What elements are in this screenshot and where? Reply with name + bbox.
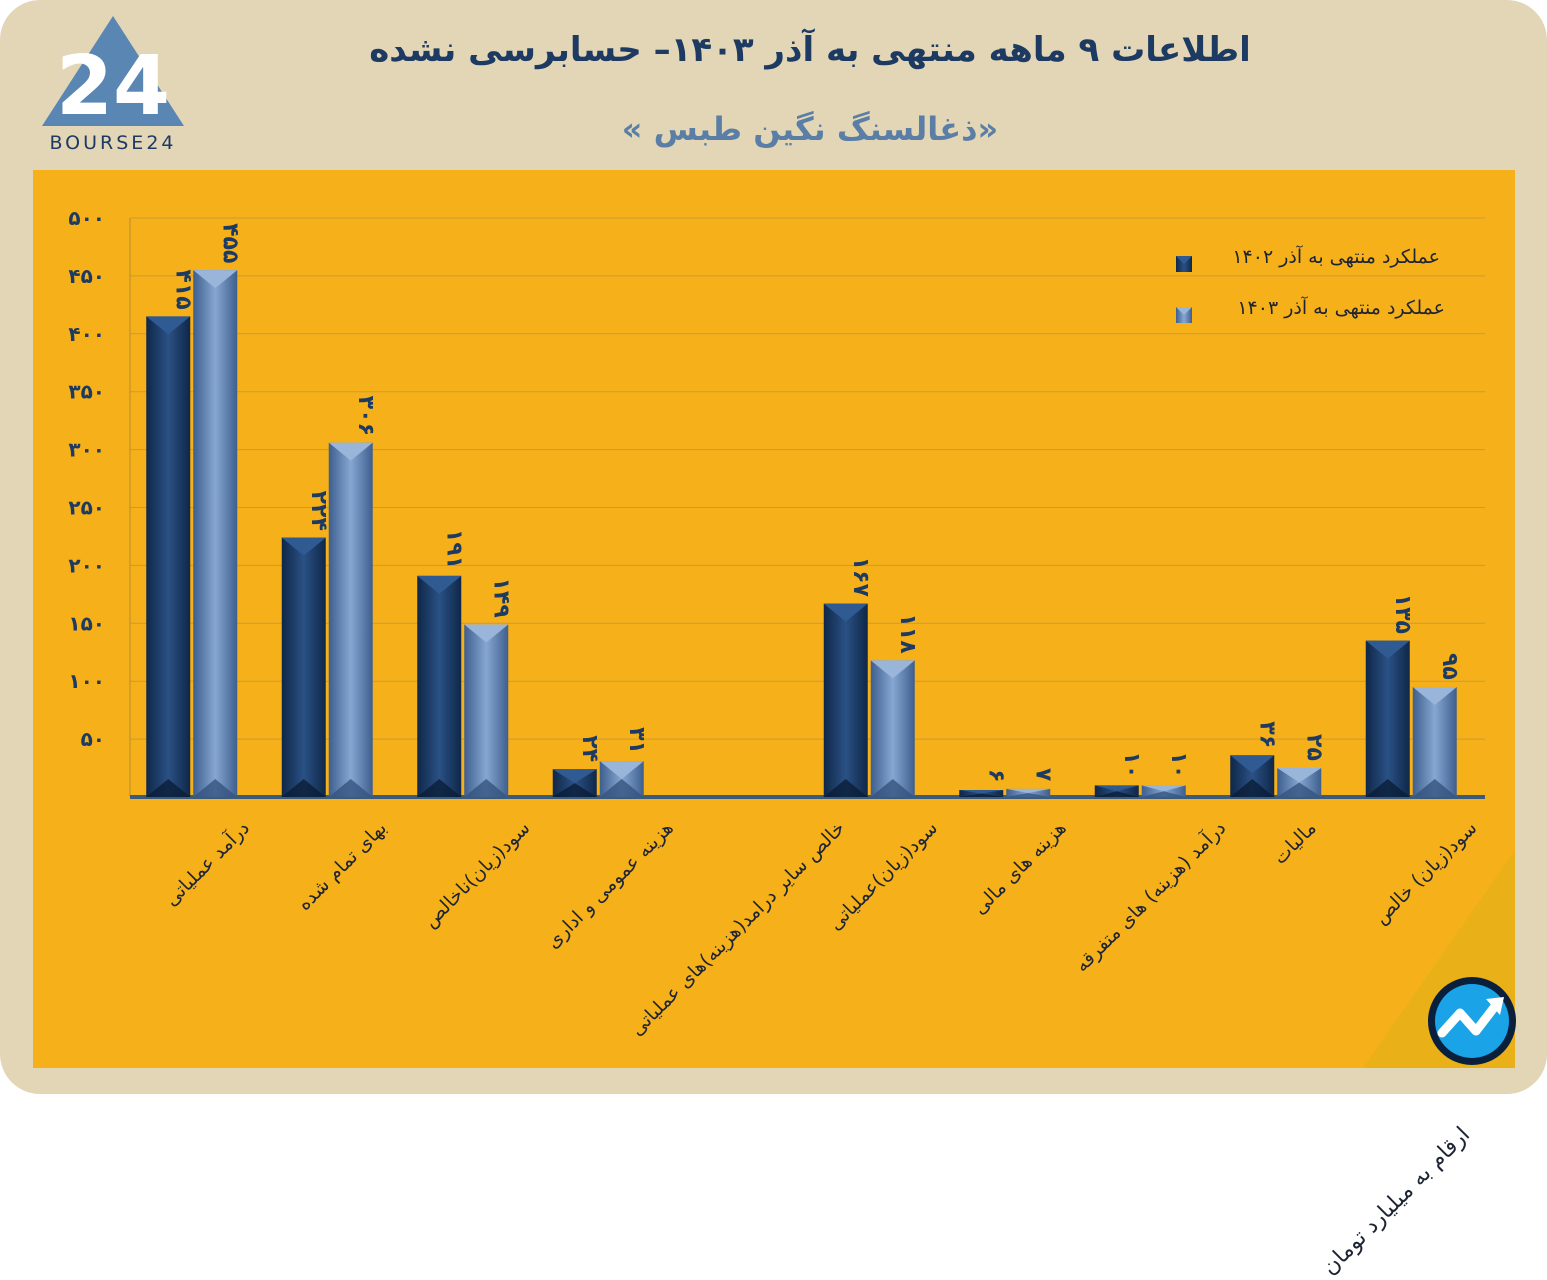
data-label: ۳۱ [624,727,649,754]
bar-1403-foot [1277,782,1322,797]
bar-1402-foot [823,779,868,797]
bar-1403-cap [1412,686,1457,705]
svg-text:24: 24 [56,39,170,134]
bar-1403 [193,270,238,797]
bar-1402-cap [1094,785,1139,792]
page-subtitle: «ذغالسنگ نگین طبس » [621,110,999,148]
data-label: ۱۰ [1166,751,1191,778]
data-label: ۹۵ [1437,653,1462,680]
bar-1402 [281,537,326,797]
bar-1403-cap [464,624,509,643]
bar-1402-foot [417,779,462,797]
data-label: ۱۶۷ [848,557,873,598]
y-tick-label: ۱۵۰ [68,611,105,635]
legend-label-1402: عملکرد منتهی به آذر ۱۴۰۲ [1232,246,1440,268]
bar-1403 [1412,686,1457,797]
y-tick-label: ۱۰۰ [68,669,105,693]
bar-1402-cap [1365,640,1410,659]
bar-1402 [146,316,191,797]
chart-panel: ۵۰ ۱۰۰ ۱۵۰ ۲۰۰ ۲۵۰ ۳۰۰ ۳۵۰ ۴۰۰ ۴۵۰ ۵۰۰ ۴۱۵ ۴۵۵ ۲۲۴ ۳… [33,170,1515,1280]
bar-1403-foot [599,779,644,797]
bar-1402-foot [552,783,597,797]
bar-1402-cap [146,316,191,335]
data-label: ۲۴ [577,735,602,762]
data-label: ۴۵۵ [217,223,242,263]
data-label: ۲۵ [1301,734,1326,761]
data-label: ۱۹۱ [441,529,466,569]
data-label: ۱۳۵ [1390,594,1415,634]
data-label: ۶ [983,769,1008,782]
y-tick-label: ۵۰۰ [68,206,105,230]
bar-1402-foot [1365,779,1410,797]
bar-1402-foot [1230,779,1275,797]
bar-1403-foot [464,779,509,797]
bar-1403-foot [328,779,373,797]
bar-chart: ۵۰ ۱۰۰ ۱۵۰ ۲۰۰ ۲۵۰ ۳۰۰ ۳۵۰ ۴۰۰ ۴۵۰ ۵۰۰ ۴۱۵ ۴۵۵ ۲۲۴ ۳… [68,206,1515,1068]
bars-layer: ۴۱۵ ۴۵۵ ۲۲۴ ۳۰۶ ۱۹۱ ۱۴۹ ۲۴ ۳۱ ۱۶۷ ۱۱۸ ۶ ۷ ۱۰ ۱۰ ۳۶ ۲۵ ۱۳… [146,223,1462,797]
bar-1403 [464,624,509,797]
bar-1403-foot [870,779,915,797]
bar-1402 [1365,640,1410,797]
bar-1402-cap [417,575,462,594]
bar-1403-cap [1006,788,1051,793]
grid-layer: ۵۰ ۱۰۰ ۱۵۰ ۲۰۰ ۲۵۰ ۳۰۰ ۳۵۰ ۴۰۰ ۴۵۰ ۵۰۰ [68,206,1485,799]
bar-1402-cap [823,603,868,622]
legend-swatch-1403 [1176,307,1192,323]
bar-1403 [328,442,373,797]
data-label: ۲۲۴ [306,491,331,531]
data-label: ۳۰۶ [353,396,378,436]
bourse24-logo: 24 [42,16,184,134]
bar-1402-cap [959,790,1004,794]
bar-1402-cap [1230,755,1275,774]
bar-1402-foot [1094,791,1139,797]
y-tick-label: ۴۵۰ [68,264,105,288]
bar-1403-foot [1141,791,1186,797]
data-label: ۳۶ [1254,721,1279,748]
bar-1403-cap [193,270,238,289]
bar-1402-cap [552,769,597,784]
bar-1403-foot [193,779,238,797]
bar-1403 [870,660,915,797]
legend-swatch-1402 [1176,256,1192,272]
bar-1403-foot [1412,779,1457,797]
data-label: ۱۰ [1119,751,1144,778]
brand-chart-icon [1428,977,1516,1065]
y-tick-label: ۲۰۰ [68,553,105,577]
unit-note: ارقام به میلیارد تومان [1317,1122,1475,1280]
bar-1402-foot [959,793,1004,797]
bar-1403-cap [870,660,915,679]
legend-label-1403: عملکرد منتهی به آذر ۱۴۰۳ [1237,297,1445,319]
data-label: ۴۱۵ [170,269,195,309]
data-label: ۱۱۸ [895,613,920,654]
page-title: اطلاعات ۹ ماهه منتهی به آذر ۱۴۰۳– حسابرس… [369,30,1251,70]
bar-1403-cap [599,761,644,780]
bar-1403-cap [328,442,373,461]
y-tick-label: ۳۰۰ [68,438,105,462]
bar-1402 [417,575,462,797]
data-label: ۷ [1030,768,1055,782]
bar-1402-foot [146,779,191,797]
y-tick-label: ۲۵۰ [68,496,105,520]
bar-1402-cap [281,537,326,556]
bar-1403-cap [1141,785,1186,792]
y-tick-label: ۴۰۰ [68,322,105,346]
data-label: ۱۴۹ [488,577,513,617]
bar-1402 [823,603,868,797]
bar-1403-cap [1277,768,1322,783]
y-tick-label: ۳۵۰ [68,380,105,404]
logo-text: BOURSE24 [49,132,177,154]
bar-1403-foot [1006,792,1051,797]
bar-1402-foot [281,779,326,797]
y-tick-label: ۵۰ [81,727,105,751]
